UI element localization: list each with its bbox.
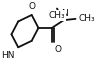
Text: CH₃: CH₃: [79, 14, 96, 23]
Text: O: O: [54, 45, 61, 54]
Text: HN: HN: [1, 51, 15, 60]
Text: O: O: [28, 2, 35, 11]
Text: CH₃: CH₃: [49, 11, 65, 20]
Text: N: N: [61, 9, 68, 18]
